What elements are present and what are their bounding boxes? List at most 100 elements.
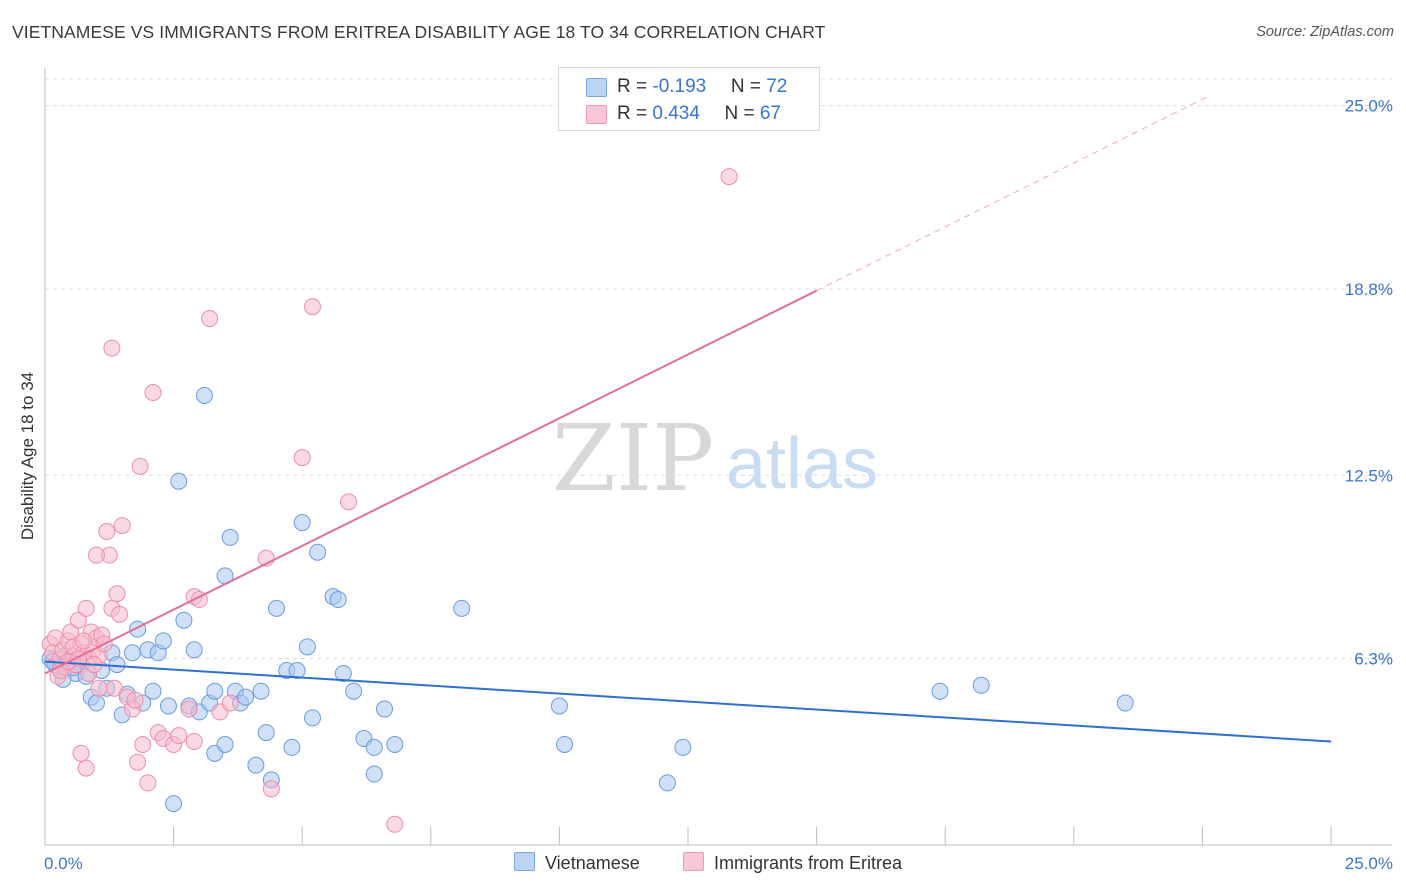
vietnamese-point bbox=[293, 514, 311, 532]
vietnamese-point bbox=[365, 765, 383, 783]
y-tick-label: 6.3% bbox=[1354, 650, 1393, 669]
n-label: N = bbox=[730, 76, 767, 97]
vietnamese-point bbox=[129, 620, 147, 638]
vietnamese-point bbox=[329, 591, 347, 609]
r-label: R = bbox=[617, 103, 653, 124]
eritrea-point bbox=[111, 605, 129, 623]
eritrea-point bbox=[170, 727, 188, 745]
eritrea-point bbox=[69, 611, 87, 629]
legend-label-eritrea: Immigrants from Eritrea bbox=[714, 853, 903, 873]
vietnamese-point bbox=[247, 756, 265, 774]
eritrea-point bbox=[98, 523, 116, 541]
eritrea-trend-line bbox=[44, 289, 818, 675]
vietnamese-point bbox=[252, 682, 270, 700]
legend-item-eritrea: Immigrants from Eritrea bbox=[683, 852, 902, 874]
watermark: ZIP atlas bbox=[552, 405, 878, 512]
tick-labels: 6.3% 12.5% 18.8% 25.0% 0.0% 25.0% bbox=[44, 97, 1393, 873]
vietnamese-point bbox=[1116, 694, 1134, 712]
n-value: 72 bbox=[766, 76, 788, 97]
vietnamese-point bbox=[175, 611, 193, 629]
eritrea-point bbox=[129, 753, 147, 771]
y-tick-label: 12.5% bbox=[1345, 466, 1393, 485]
vietnamese-point bbox=[195, 386, 213, 404]
eritrea-point bbox=[77, 599, 95, 617]
eritrea-point bbox=[201, 310, 219, 328]
eritrea-point bbox=[185, 732, 203, 750]
correlation-legend: R = -0.193 N = 72 R = 0.434 N = 67 bbox=[558, 67, 820, 131]
grid-lines bbox=[45, 78, 1392, 660]
eritrea-point bbox=[720, 168, 738, 186]
vietnamese-point bbox=[334, 664, 352, 682]
vietnamese-point bbox=[309, 543, 327, 561]
eritrea-trend-extension bbox=[816, 96, 1208, 292]
eritrea-point bbox=[131, 457, 149, 475]
eritrea-point bbox=[139, 774, 157, 792]
vietnamese-point bbox=[165, 795, 183, 813]
legend-swatch-pink bbox=[683, 852, 704, 871]
vietnamese-point bbox=[674, 738, 692, 756]
vietnamese-point bbox=[365, 738, 383, 756]
legend-label-vietnamese: Vietnamese bbox=[545, 853, 640, 873]
vietnamese-point bbox=[221, 528, 239, 546]
vietnamese-point bbox=[154, 632, 172, 650]
eritrea-point bbox=[221, 694, 239, 712]
eritrea-point bbox=[134, 735, 152, 753]
legend-swatch-pink bbox=[586, 105, 607, 124]
eritrea-point bbox=[77, 759, 95, 777]
x-tick-label: 25.0% bbox=[1345, 854, 1393, 873]
eritrea-point bbox=[72, 744, 90, 762]
y-tick-label: 25.0% bbox=[1345, 97, 1393, 116]
eritrea-point bbox=[126, 691, 144, 709]
vietnamese-point bbox=[658, 774, 676, 792]
eritrea-point bbox=[108, 585, 126, 603]
vietnamese-point bbox=[170, 472, 188, 490]
watermark-atlas: atlas bbox=[726, 424, 878, 504]
n-value: 67 bbox=[759, 103, 781, 124]
vietnamese-point bbox=[972, 676, 990, 694]
watermark-zip: ZIP bbox=[552, 405, 714, 512]
eritrea-point bbox=[293, 449, 311, 467]
vietnamese-point bbox=[386, 735, 404, 753]
eritrea-point bbox=[75, 632, 93, 650]
r-value: -0.193 bbox=[652, 76, 707, 97]
vietnamese-point bbox=[206, 682, 224, 700]
vietnamese-point bbox=[144, 682, 162, 700]
vietnamese-point bbox=[453, 599, 471, 617]
vietnamese-point bbox=[288, 662, 306, 680]
eritrea-point bbox=[262, 780, 280, 798]
vietnamese-point bbox=[267, 599, 285, 617]
eritrea-point bbox=[144, 383, 162, 401]
eritrea-point bbox=[87, 546, 105, 564]
vietnamese-point bbox=[298, 638, 316, 656]
vietnamese-point bbox=[931, 682, 949, 700]
chart-title: VIETNAMESE VS IMMIGRANTS FROM ERITREA DI… bbox=[12, 22, 826, 42]
vietnamese-point bbox=[376, 700, 394, 718]
eritrea-point bbox=[303, 298, 321, 316]
vietnamese-point bbox=[87, 694, 105, 712]
vietnamese-point bbox=[303, 709, 321, 727]
r-value: 0.434 bbox=[652, 103, 700, 124]
x-tick-label: 0.0% bbox=[44, 854, 83, 873]
r-label: R = bbox=[617, 76, 653, 97]
legend-swatch-blue bbox=[586, 78, 607, 97]
eritrea-point bbox=[103, 339, 121, 357]
axes bbox=[44, 68, 1392, 846]
vietnamese-point bbox=[216, 735, 234, 753]
n-label: N = bbox=[724, 103, 760, 124]
legend-swatch-blue bbox=[514, 852, 535, 871]
trend-lines bbox=[44, 96, 1332, 743]
series-legend: Vietnamese Immigrants from Eritrea bbox=[0, 852, 1406, 876]
vietnamese-point bbox=[283, 738, 301, 756]
eritrea-point bbox=[339, 493, 357, 511]
vietnamese-point bbox=[345, 682, 363, 700]
vietnamese-point bbox=[257, 724, 275, 742]
vietnamese-point bbox=[123, 644, 141, 662]
vietnamese-trend-line bbox=[44, 660, 1332, 743]
legend-item-vietnamese: Vietnamese bbox=[514, 852, 640, 874]
vietnamese-point bbox=[159, 697, 177, 715]
vietnamese-point bbox=[237, 688, 255, 706]
eritrea-point bbox=[386, 815, 404, 833]
eritrea-point bbox=[90, 679, 108, 697]
vietnamese-point bbox=[550, 697, 568, 715]
eritrea-point bbox=[180, 700, 198, 718]
